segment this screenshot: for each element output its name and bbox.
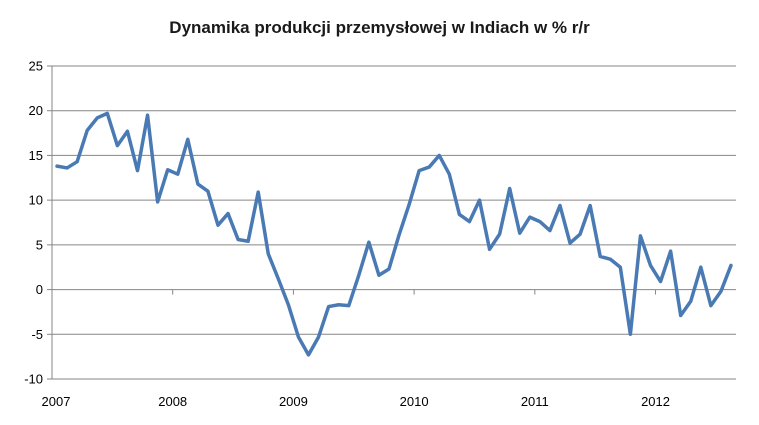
x-tick-label: 2012 <box>641 394 670 409</box>
y-tick-label: 20 <box>29 103 43 118</box>
y-tick-label: -10 <box>24 372 43 387</box>
y-tick-label: 25 <box>29 59 43 74</box>
x-axis-labels: 2007 2008 2009 2010 2011 2012 <box>42 394 670 409</box>
y-axis-labels: -10 -5 0 5 10 15 20 25 <box>24 59 43 387</box>
y-tick-label: 10 <box>29 193 43 208</box>
x-tick-label: 2007 <box>42 394 71 409</box>
grid-lines <box>52 65 736 380</box>
x-tick-label: 2010 <box>400 394 429 409</box>
y-tick-label: -5 <box>31 327 43 342</box>
y-tick-label: 5 <box>36 237 43 252</box>
axes <box>47 65 736 380</box>
series-line <box>55 111 733 357</box>
x-tick-label: 2008 <box>158 394 187 409</box>
chart-title: Dynamika produkcji przemysłowej w Indiac… <box>169 18 590 37</box>
x-tick-label: 2011 <box>521 394 549 409</box>
y-tick-label: 0 <box>36 282 43 297</box>
x-tick-label: 2009 <box>279 394 308 409</box>
y-tick-label: 15 <box>29 148 43 163</box>
series <box>55 111 733 357</box>
